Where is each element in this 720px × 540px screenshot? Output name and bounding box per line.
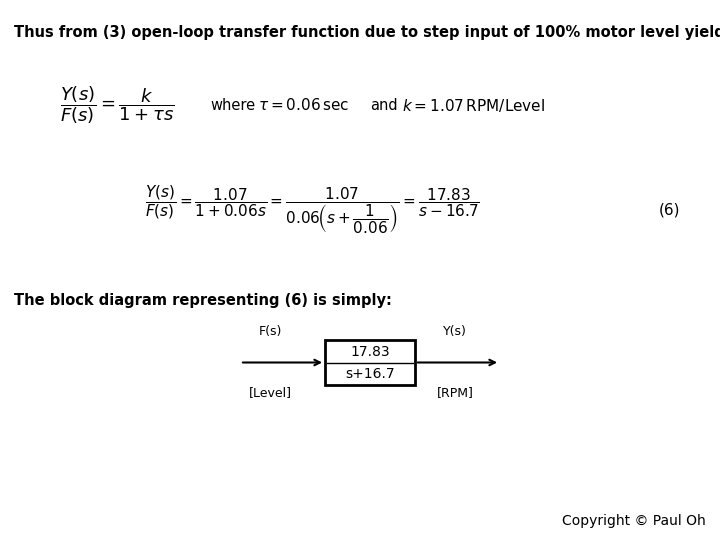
Text: F(s): F(s) [258,326,282,339]
Text: s+16.7: s+16.7 [345,367,395,381]
Text: and: and [370,98,397,112]
Text: 17.83: 17.83 [350,345,390,359]
Text: [Level]: [Level] [248,387,292,400]
Text: $\tau = 0.06\,\mathrm{sec}$: $\tau = 0.06\,\mathrm{sec}$ [258,97,349,113]
Text: $\dfrac{Y(s)}{F(s)} = \dfrac{k}{1 + \tau s}$: $\dfrac{Y(s)}{F(s)} = \dfrac{k}{1 + \tau… [60,84,174,126]
Text: (6): (6) [659,202,680,218]
Bar [325,340,415,385]
Text: The block diagram representing (6) is simply:: The block diagram representing (6) is si… [14,293,392,307]
Text: Copyright © Paul Oh: Copyright © Paul Oh [562,514,706,528]
Text: $\dfrac{Y(s)}{F(s)} = \dfrac{1.07}{1+0.06s} = \dfrac{1.07}{0.06\!\left(s + \dfra: $\dfrac{Y(s)}{F(s)} = \dfrac{1.07}{1+0.0… [145,184,480,237]
Text: $k = 1.07\,\mathrm{RPM/Level}$: $k = 1.07\,\mathrm{RPM/Level}$ [402,97,545,113]
Text: Y(s): Y(s) [443,326,467,339]
Text: Thus from (3) open-loop transfer function due to step input of 100% motor level : Thus from (3) open-loop transfer functio… [14,25,720,40]
Text: where: where [210,98,255,112]
Text: [RPM]: [RPM] [436,387,474,400]
